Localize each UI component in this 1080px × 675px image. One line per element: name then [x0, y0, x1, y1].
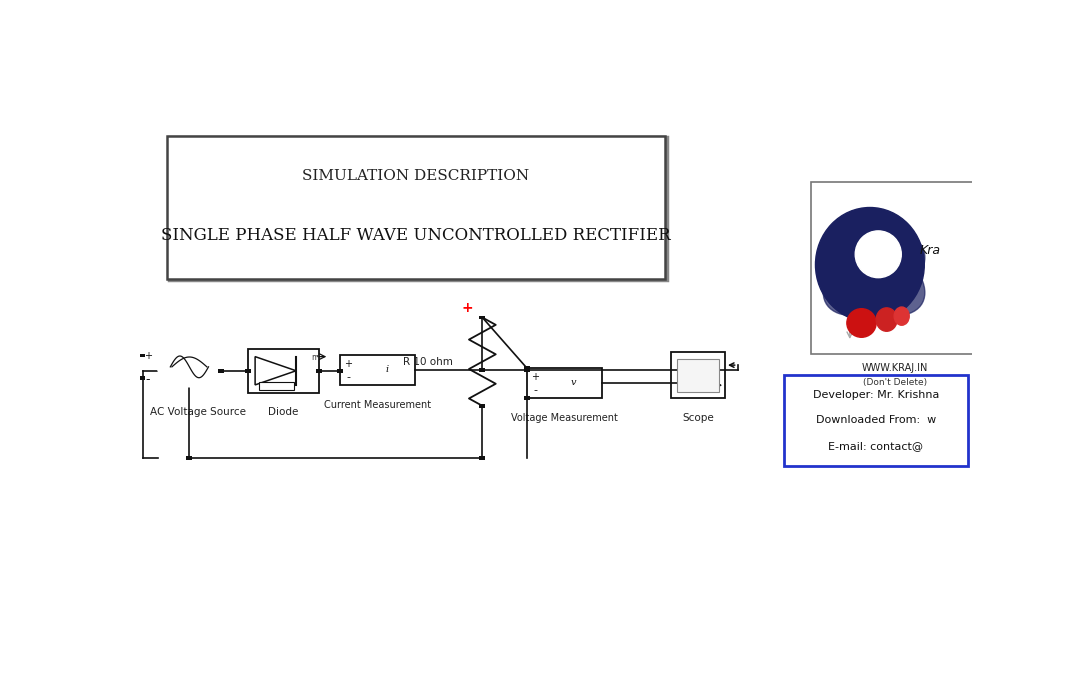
Text: SINGLE PHASE HALF WAVE UNCONTROLLED RECTIFIER: SINGLE PHASE HALF WAVE UNCONTROLLED RECT… — [161, 227, 671, 244]
Text: +: + — [461, 301, 473, 315]
Text: WWW.KRAJ.IN: WWW.KRAJ.IN — [862, 363, 928, 373]
Text: Developer: Mr. Krishna: Developer: Mr. Krishna — [812, 389, 939, 400]
Text: Downloaded From:  w: Downloaded From: w — [815, 415, 936, 425]
Text: i: i — [386, 365, 389, 375]
Ellipse shape — [823, 235, 924, 315]
FancyBboxPatch shape — [676, 358, 719, 391]
Ellipse shape — [833, 231, 916, 319]
Bar — [524, 368, 529, 372]
FancyBboxPatch shape — [259, 382, 294, 390]
Text: -: - — [534, 385, 537, 395]
Bar — [480, 368, 485, 372]
Bar — [245, 369, 251, 373]
Text: SIMULATION DESCRIPTION: SIMULATION DESCRIPTION — [302, 169, 529, 183]
FancyBboxPatch shape — [671, 352, 725, 398]
Text: R 10 ohm: R 10 ohm — [403, 356, 453, 367]
Text: Voltage Measurement: Voltage Measurement — [511, 412, 618, 423]
Bar — [480, 456, 485, 460]
Ellipse shape — [847, 308, 876, 338]
Circle shape — [158, 347, 221, 387]
Text: +: + — [144, 352, 151, 362]
Bar — [524, 366, 529, 370]
Bar — [337, 369, 343, 373]
Bar — [139, 377, 146, 380]
FancyBboxPatch shape — [527, 368, 602, 398]
Text: +: + — [531, 372, 539, 382]
Text: Current Measurement: Current Measurement — [324, 400, 431, 410]
Bar — [480, 368, 485, 372]
FancyBboxPatch shape — [248, 349, 320, 393]
Bar — [480, 316, 485, 319]
Text: Kra: Kra — [920, 244, 941, 257]
Bar — [524, 396, 529, 400]
FancyBboxPatch shape — [811, 182, 978, 354]
Ellipse shape — [815, 207, 924, 322]
Polygon shape — [255, 356, 296, 385]
Ellipse shape — [894, 307, 909, 325]
Text: E-mail: contact@: E-mail: contact@ — [828, 441, 923, 451]
FancyBboxPatch shape — [784, 375, 968, 466]
Text: (Don't Delete): (Don't Delete) — [863, 378, 927, 387]
Text: AC Voltage Source: AC Voltage Source — [150, 408, 246, 417]
FancyBboxPatch shape — [166, 136, 665, 279]
Text: v: v — [570, 379, 576, 387]
Bar — [187, 456, 192, 460]
Bar — [480, 404, 485, 408]
Bar — [139, 354, 146, 357]
Text: m: m — [311, 353, 319, 362]
Text: -: - — [347, 372, 350, 381]
Bar — [316, 369, 322, 373]
Text: +: + — [345, 359, 352, 369]
FancyBboxPatch shape — [340, 355, 416, 385]
Bar — [218, 369, 225, 373]
Text: Diode: Diode — [268, 408, 299, 417]
Text: -: - — [146, 373, 150, 386]
FancyBboxPatch shape — [170, 137, 667, 280]
Ellipse shape — [855, 231, 902, 277]
Ellipse shape — [876, 308, 897, 331]
Text: Scope: Scope — [681, 412, 714, 423]
Ellipse shape — [823, 235, 924, 315]
